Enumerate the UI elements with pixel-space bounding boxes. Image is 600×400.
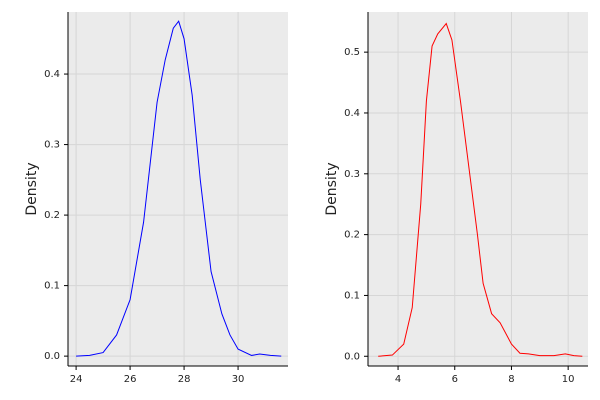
y-axis-label: Density [24, 162, 40, 215]
y-tick-label: 0.3 [344, 169, 360, 180]
x-tick-label: 6 [452, 374, 458, 385]
y-tick-label: 0.1 [344, 290, 360, 301]
plot-background [68, 12, 288, 366]
y-tick-label: 0.4 [344, 108, 360, 119]
y-tick-label: 0.2 [44, 210, 60, 221]
y-tick-label: 0.5 [344, 47, 360, 58]
x-tick-label: 30 [232, 374, 245, 385]
y-axis-label: Density [324, 162, 340, 215]
y-tick-label: 0.2 [344, 230, 360, 241]
x-tick-label: 24 [70, 374, 83, 385]
density-line [76, 20, 282, 357]
x-tick-label: 10 [562, 374, 575, 385]
y-tick-label: 0.0 [44, 351, 60, 362]
y-tick-label: 0.4 [44, 69, 60, 80]
y-tick-label: 0.3 [44, 140, 60, 151]
y-tick-label: 0.0 [344, 351, 360, 362]
density-line [378, 22, 583, 357]
x-tick-label: 26 [124, 374, 137, 385]
x-tick-label: 4 [395, 374, 401, 385]
x-tick-label: 28 [178, 374, 191, 385]
y-tick-label: 0.1 [44, 281, 60, 292]
x-tick-label: 8 [508, 374, 514, 385]
plot-background [368, 12, 588, 366]
